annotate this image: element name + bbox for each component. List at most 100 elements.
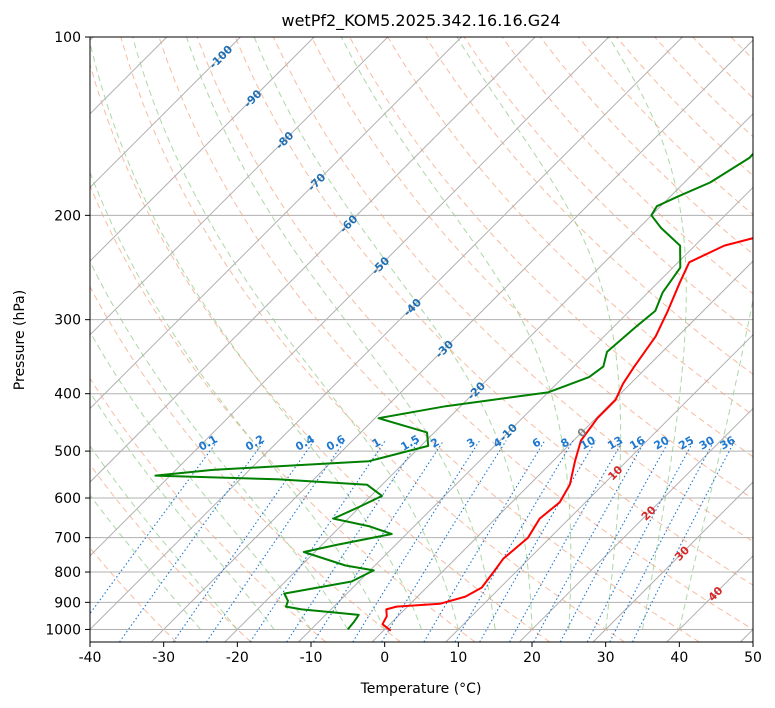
moist-adiabat — [90, 330, 312, 630]
mixing-ratio-label: 13 — [605, 434, 625, 453]
isotherm — [90, 37, 315, 262]
plot-frame — [89, 36, 754, 643]
x-tick-label: 30 — [597, 650, 615, 666]
x-axis-ticks: -40 -30 -20 -10 0 10 20 30 40 50 — [79, 642, 762, 666]
moist-adiabat — [186, 37, 496, 630]
moist-adiabat — [608, 37, 687, 630]
dry-adiabat — [654, 37, 753, 138]
y-tick-label: 100 — [54, 30, 81, 46]
dry-adiabats — [90, 37, 775, 642]
isotherm — [90, 37, 683, 631]
mixing-ratio-label: 0.2 — [243, 433, 266, 454]
moist-adiabat — [456, 37, 622, 630]
mixing-ratio-line — [509, 440, 624, 642]
y-tick-label: 300 — [54, 313, 81, 329]
mixing-ratio-line — [90, 440, 219, 615]
dry-adiabat — [120, 37, 625, 642]
x-tick-label: -30 — [152, 650, 175, 666]
moist-adiabat — [90, 171, 386, 630]
isotherm-label: 40 — [706, 584, 726, 604]
moist-adiabat — [90, 494, 201, 630]
plot-area: 0.1 0.2 0.4 0.6 1 1.5 2 3 4 6 8 10 13 16 20 25 30 36-100-… — [90, 37, 775, 642]
y-tick-label: 500 — [54, 444, 81, 460]
line-labels: 0.1 0.2 0.4 0.6 1 1.5 2 3 4 6 8 10 13 16 20 25 30 36-100-… — [196, 43, 737, 604]
skewed-isotherms — [90, 37, 753, 642]
dry-adiabat — [692, 37, 753, 99]
x-tick-label: 0 — [380, 650, 389, 666]
mixing-ratio-line — [286, 440, 420, 642]
x-tick-label: 10 — [449, 650, 467, 666]
moist-adiabat — [90, 391, 275, 630]
isotherm-label: -30 — [433, 337, 456, 360]
x-tick-label: 50 — [744, 650, 762, 666]
mixing-ratio-line — [423, 440, 546, 642]
dry-adiabat — [272, 37, 753, 543]
temperature-trace — [381, 237, 753, 632]
mixing-ratio-label: 8 — [559, 436, 572, 451]
moist-adiabat — [678, 296, 753, 630]
mixing-ratio-label: 20 — [652, 433, 672, 452]
mixing-ratio-line — [352, 440, 481, 642]
moist-adiabat — [132, 37, 459, 630]
mixing-ratio-label: 1.5 — [398, 433, 421, 454]
dry-adiabat — [349, 37, 753, 458]
isotherm — [90, 37, 241, 189]
mixing-ratio-line — [172, 440, 315, 642]
dry-adiabat — [769, 37, 775, 642]
mixing-ratio-line — [609, 440, 715, 642]
isotherm-label: -90 — [241, 87, 264, 110]
mixing-ratio-lines — [90, 440, 736, 642]
isotherm — [298, 186, 753, 642]
dry-adiabat — [501, 37, 753, 295]
isotherm — [90, 37, 536, 483]
moist-adiabat — [90, 40, 422, 630]
isotherm — [740, 628, 753, 642]
isotherm-label: -20 — [465, 379, 488, 402]
isotherm — [224, 113, 753, 642]
mixing-ratio-line — [249, 440, 386, 642]
isotherm — [445, 334, 753, 642]
sounding-traces — [154, 152, 753, 632]
x-tick-label: 40 — [670, 650, 688, 666]
mixing-ratio-line — [559, 440, 670, 642]
chart-title: wetPf2_KOM5.2025.342.16.16.G24 — [281, 11, 560, 31]
y-axis-ticks: 100 200 300 400 500 600 700 800 900 1000 — [45, 30, 90, 638]
x-tick-label: -40 — [79, 650, 102, 666]
moist-adiabat — [90, 260, 349, 630]
y-tick-label: 800 — [54, 565, 81, 581]
moist-adiabat — [253, 37, 533, 630]
isotherm — [519, 407, 753, 642]
isotherm — [150, 39, 753, 642]
mixing-ratio-line — [119, 440, 265, 642]
mixing-ratio-line — [586, 440, 695, 642]
dry-adiabat — [90, 184, 476, 642]
x-tick-label: -20 — [226, 650, 249, 666]
y-tick-label: 900 — [54, 595, 81, 611]
moist-adiabat — [340, 37, 572, 630]
dry-adiabat — [90, 285, 401, 642]
dry-adiabat — [463, 37, 753, 335]
dry-adiabat — [90, 463, 252, 642]
dry-adiabat — [90, 62, 551, 642]
isotherm-label: 30 — [672, 543, 692, 563]
mixing-ratio-label: 6 — [530, 435, 543, 450]
dry-adiabat — [90, 377, 327, 642]
y-tick-label: 400 — [54, 387, 81, 403]
mixing-ratio-line — [313, 440, 445, 642]
mixing-ratio-line — [533, 440, 646, 642]
dry-adiabat — [234, 37, 753, 586]
moist-adiabats — [90, 37, 753, 630]
mixing-ratio-line — [454, 440, 574, 642]
mixing-ratio-line — [479, 440, 597, 642]
dewpoint-trace — [154, 152, 753, 631]
dry-adiabat — [616, 37, 753, 177]
y-tick-label: 200 — [54, 208, 81, 224]
isotherm — [90, 37, 462, 410]
dry-adiabat — [158, 37, 700, 642]
moist-adiabat — [90, 445, 238, 630]
y-tick-label: 1000 — [45, 622, 81, 638]
x-axis-label: Temperature (°C) — [360, 681, 482, 697]
dry-adiabat — [539, 37, 753, 255]
mixing-ratio-label: 0.6 — [324, 432, 348, 453]
